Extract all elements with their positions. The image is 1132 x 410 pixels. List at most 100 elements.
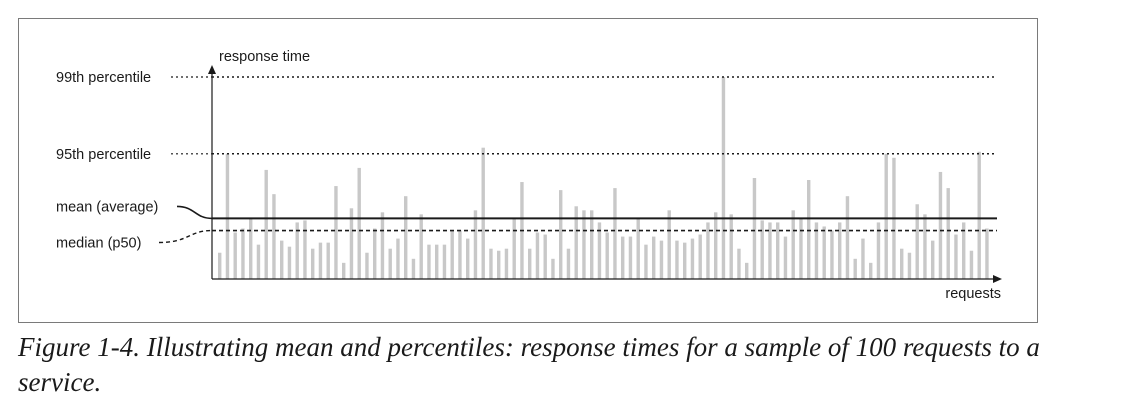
label-99th-percentile: 99th percentile <box>56 70 151 86</box>
bar-12 <box>303 220 307 279</box>
bar-51 <box>605 232 609 279</box>
bar-36 <box>489 248 493 279</box>
y-axis-arrow <box>208 65 216 74</box>
bar-65 <box>714 212 718 279</box>
bar-11 <box>295 222 299 279</box>
bar-16 <box>334 186 338 279</box>
bar-90 <box>907 252 912 279</box>
bar-82 <box>845 196 850 279</box>
bar-97 <box>962 222 966 279</box>
bar-23 <box>388 248 392 279</box>
x-axis-label: requests <box>945 286 1001 302</box>
leader-median-p50 <box>158 229 213 244</box>
bar-99 <box>977 151 981 279</box>
bar-29 <box>435 244 439 279</box>
bar-49 <box>590 210 594 279</box>
bar-13 <box>311 248 315 279</box>
bar-76 <box>799 218 803 279</box>
bar-52 <box>613 188 617 279</box>
bar-67 <box>729 214 733 279</box>
bar-37 <box>497 250 501 279</box>
bar-50 <box>597 222 602 279</box>
bar-94 <box>938 171 943 279</box>
bar-80 <box>830 230 834 279</box>
bar-62 <box>690 238 695 279</box>
bar-8 <box>272 194 276 279</box>
bar-53 <box>621 236 625 279</box>
bar-91 <box>915 204 919 279</box>
bar-19 <box>357 167 361 279</box>
bar-60 <box>675 240 679 279</box>
bar-4 <box>241 228 245 279</box>
bar-41 <box>528 248 532 279</box>
bar-98 <box>969 250 974 279</box>
bar-100 <box>985 228 989 279</box>
bar-9 <box>280 240 284 279</box>
bar-75 <box>791 210 795 279</box>
bar-95 <box>946 188 950 279</box>
bar-77 <box>807 180 811 279</box>
bar-57 <box>652 236 656 279</box>
bar-42 <box>535 232 540 279</box>
bar-47 <box>574 206 578 279</box>
bar-93 <box>931 240 935 279</box>
bar-45 <box>559 190 563 279</box>
bar-48 <box>582 210 586 279</box>
figure-frame: 99th percentile 95th percentile mean (aver… <box>18 18 1038 323</box>
bar-68 <box>737 248 741 279</box>
bar-71 <box>760 220 764 279</box>
bar-38 <box>504 248 509 279</box>
bar-74 <box>783 236 788 279</box>
bar-22 <box>380 212 385 279</box>
x-axis-arrow <box>993 275 1002 283</box>
bar-14 <box>318 242 323 279</box>
bar-34 <box>473 210 478 279</box>
bar-5 <box>249 218 253 279</box>
chart-svg: 99th percentile 95th percentile mean (aver… <box>56 49 1002 302</box>
bar-81 <box>838 222 842 279</box>
bar-78 <box>814 222 819 279</box>
bars-group <box>218 77 989 279</box>
bar-28 <box>427 244 431 279</box>
bar-33 <box>466 238 470 279</box>
bar-32 <box>458 230 462 279</box>
bar-55 <box>636 218 640 279</box>
bar-46 <box>566 248 571 279</box>
bar-1 <box>218 252 222 279</box>
bar-24 <box>396 238 400 279</box>
bar-18 <box>349 208 354 279</box>
bar-84 <box>861 238 865 279</box>
bar-26 <box>411 258 416 279</box>
label-mean-average: mean (average) <box>56 199 158 215</box>
bar-79 <box>822 226 826 279</box>
bar-39 <box>512 218 516 279</box>
bar-89 <box>900 248 904 279</box>
bar-25 <box>404 196 408 279</box>
bar-59 <box>667 210 671 279</box>
bar-35 <box>481 147 485 279</box>
bar-86 <box>876 222 881 279</box>
bar-17 <box>342 262 346 279</box>
bar-64 <box>706 222 710 279</box>
bar-56 <box>644 244 648 279</box>
bar-43 <box>543 234 547 279</box>
bar-10 <box>287 246 292 279</box>
bar-96 <box>954 234 958 279</box>
bar-6 <box>256 244 261 279</box>
bar-92 <box>923 214 927 279</box>
bar-63 <box>698 234 702 279</box>
bar-2 <box>225 153 230 279</box>
y-axis-label: response time <box>219 49 310 65</box>
figure-caption: Figure 1-4. Illustrating mean and percen… <box>18 332 1040 397</box>
bar-15 <box>326 242 330 279</box>
bar-70 <box>752 178 757 279</box>
reference-lines-group: 99th percentile 95th percentile mean (aver… <box>56 70 997 252</box>
bar-61 <box>683 242 687 279</box>
leader-mean-average <box>176 205 213 220</box>
bar-20 <box>365 252 369 279</box>
bar-73 <box>776 222 780 279</box>
bar-21 <box>373 228 377 279</box>
bar-44 <box>551 258 555 279</box>
bar-54 <box>628 236 633 279</box>
bar-7 <box>264 169 268 279</box>
